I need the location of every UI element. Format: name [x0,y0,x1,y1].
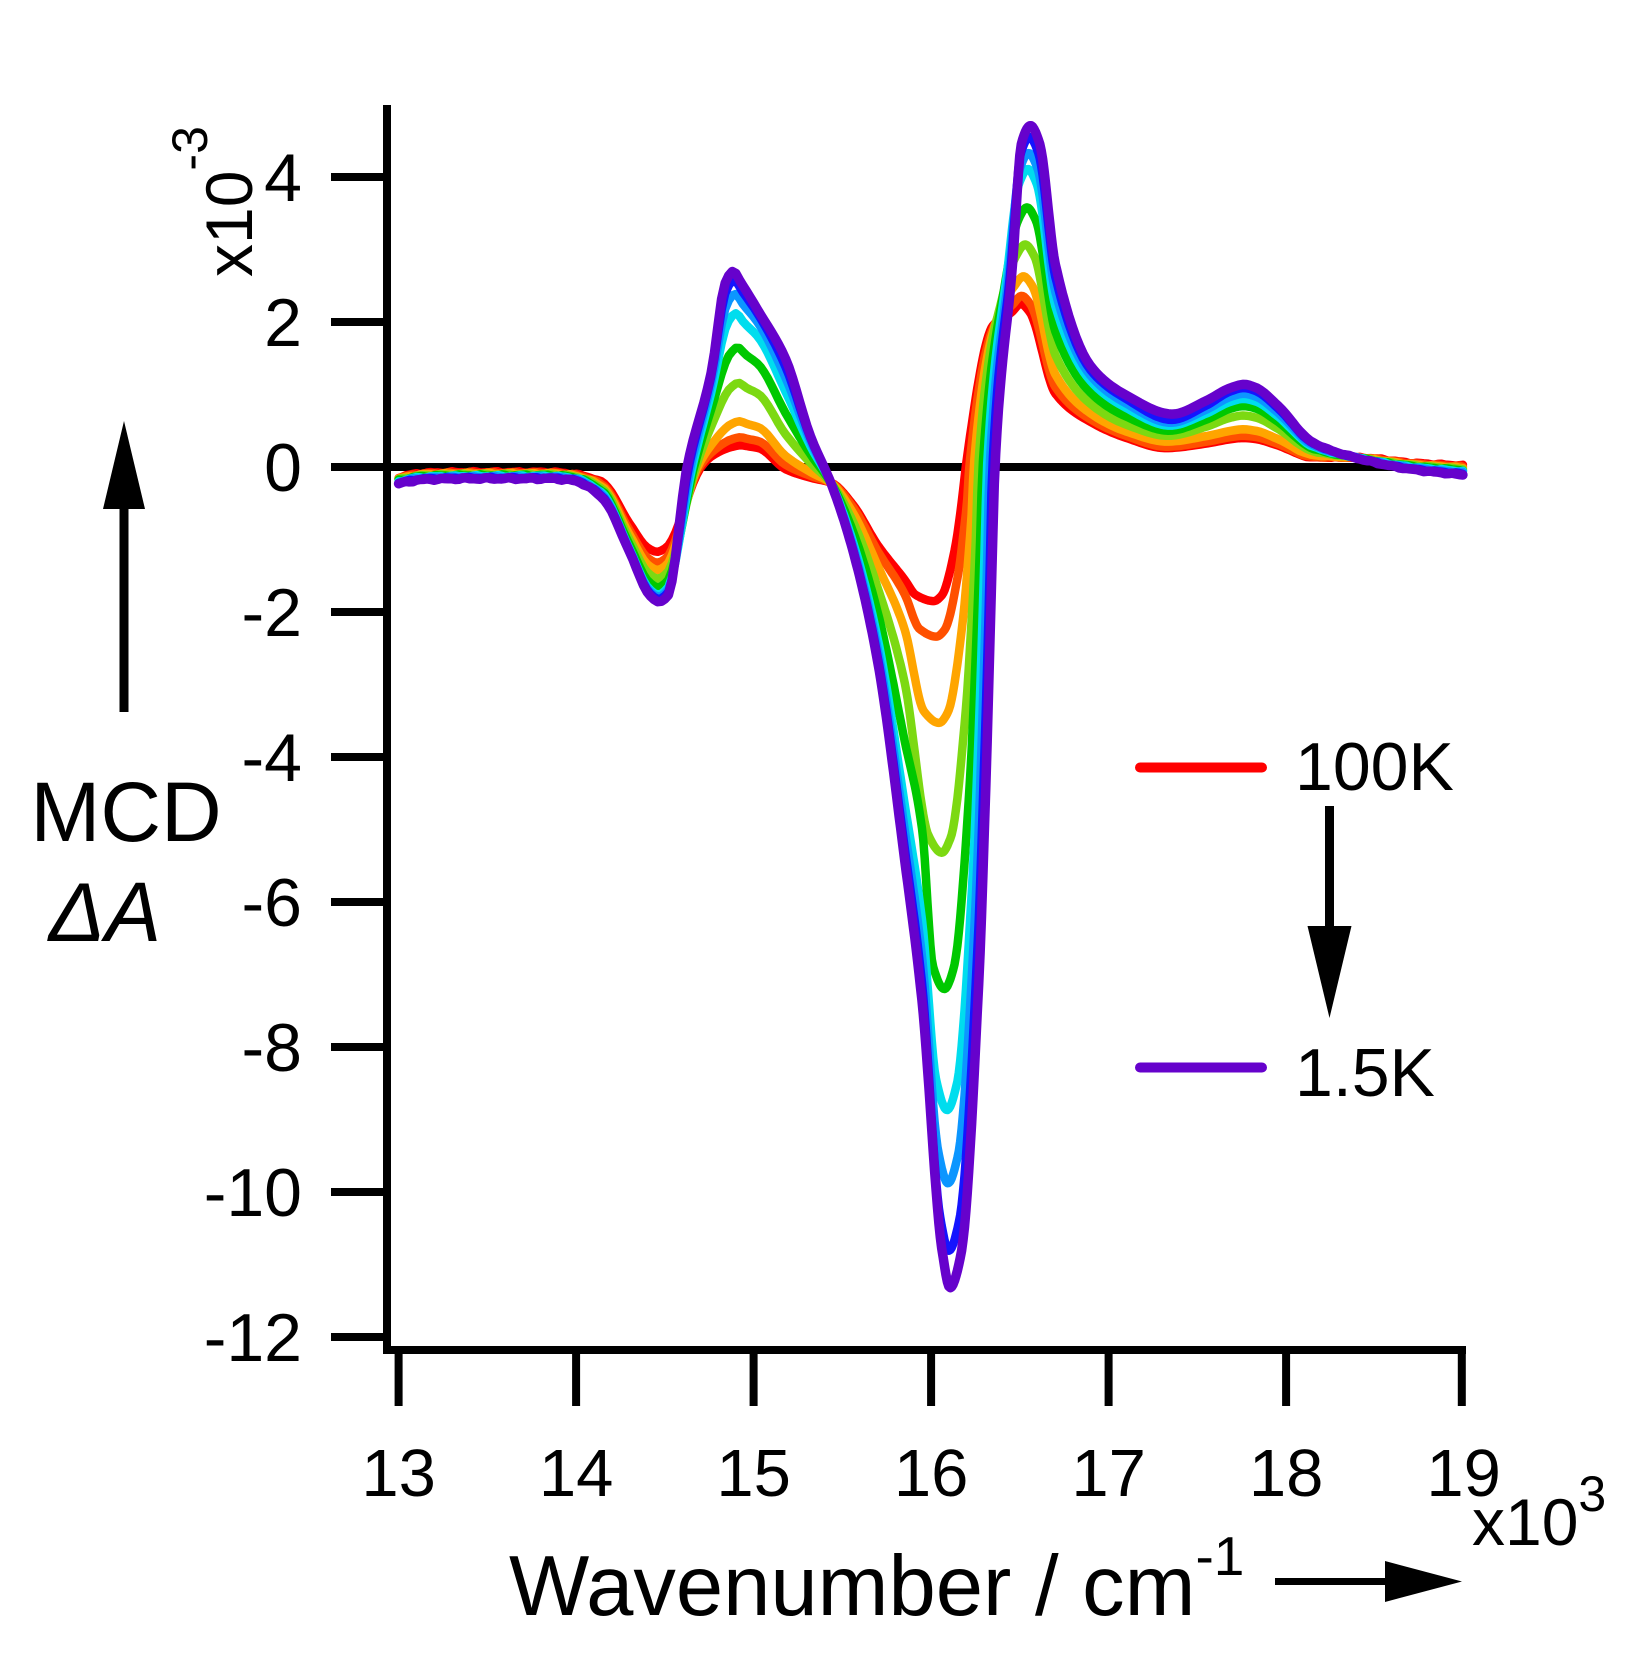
svg-text:-12: -12 [204,1300,302,1376]
svg-text:14: 14 [539,1436,614,1511]
svg-text:-2: -2 [242,575,302,651]
svg-text:17: 17 [1071,1436,1146,1511]
svg-text:100K: 100K [1295,729,1454,805]
svg-text:MCD: MCD [30,765,221,859]
svg-text:1.5K: 1.5K [1295,1035,1435,1111]
svg-text:-8: -8 [242,1010,302,1086]
svg-text:18: 18 [1249,1436,1324,1511]
svg-text:0: 0 [264,430,302,506]
svg-text:-4: -4 [242,720,302,796]
svg-text:19: 19 [1426,1436,1501,1511]
svg-text:-10: -10 [204,1155,302,1231]
svg-text:4: 4 [264,140,302,216]
svg-text:13: 13 [361,1436,436,1511]
svg-text:16: 16 [894,1436,969,1511]
svg-text:2: 2 [264,285,302,361]
svg-text:Wavenumber / cm-1: Wavenumber / cm-1 [509,1525,1244,1634]
svg-text:-6: -6 [242,865,302,941]
svg-text:15: 15 [716,1436,791,1511]
svg-text:ΔA: ΔA [47,865,161,959]
